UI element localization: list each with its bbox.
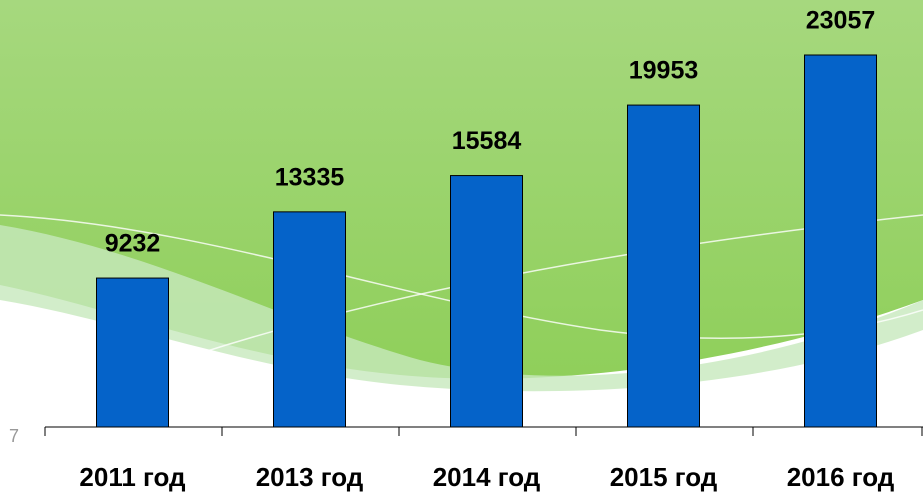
bar bbox=[804, 54, 877, 428]
x-tick-label: 2016 год bbox=[787, 462, 895, 492]
x-tick-label: 2014 год bbox=[433, 462, 541, 492]
value-label: 19953 bbox=[629, 57, 699, 85]
x-tick-label: 2013 год bbox=[256, 462, 364, 492]
page-number: 7 bbox=[9, 426, 19, 446]
value-label: 13335 bbox=[275, 163, 345, 191]
value-label: 15584 bbox=[452, 127, 522, 155]
x-tick-label: 2015 год bbox=[610, 462, 718, 492]
x-tick-label: 2011 год bbox=[79, 462, 186, 492]
bar bbox=[96, 277, 169, 428]
background-swoosh bbox=[0, 225, 923, 392]
bar bbox=[627, 104, 700, 428]
value-label: 23057 bbox=[806, 7, 876, 35]
bar bbox=[450, 175, 523, 428]
value-label: 9232 bbox=[105, 230, 161, 258]
bar bbox=[273, 211, 346, 428]
